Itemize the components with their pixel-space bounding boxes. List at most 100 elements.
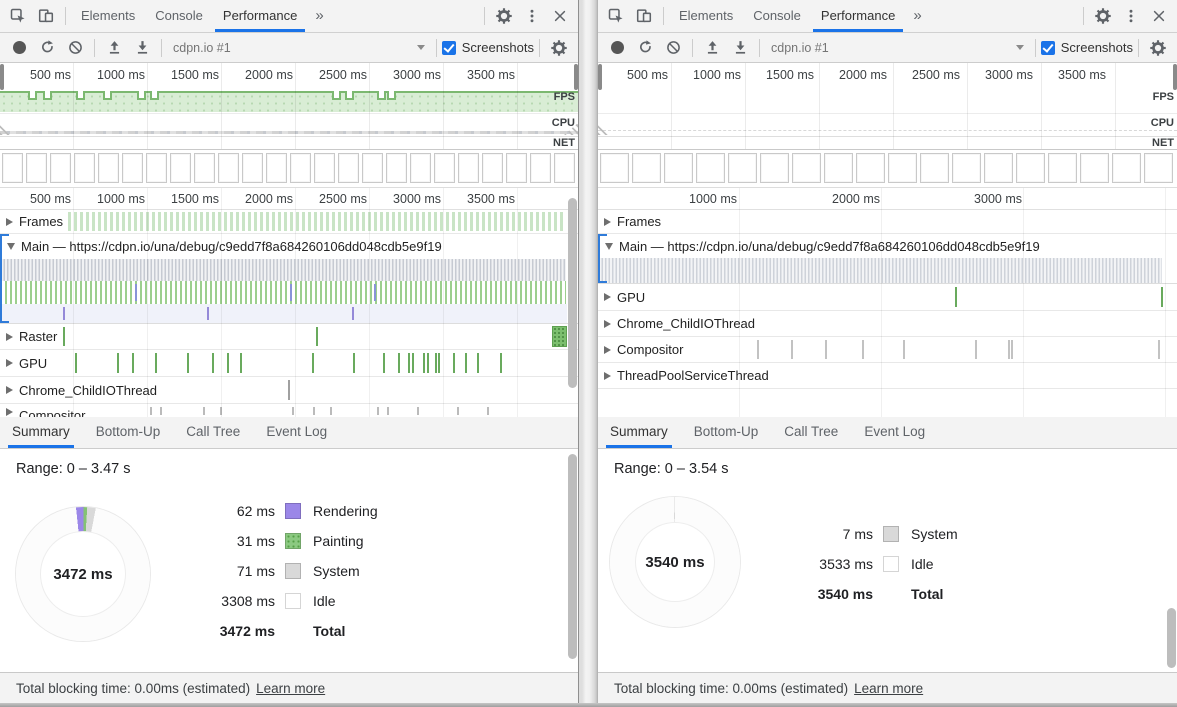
screenshot-frame[interactable]	[98, 153, 119, 183]
close-button[interactable]	[546, 2, 574, 30]
screenshot-frame[interactable]	[1144, 153, 1173, 183]
settings-button[interactable]	[490, 2, 518, 30]
clear-recording-button[interactable]	[659, 34, 687, 62]
screenshot-frame[interactable]	[664, 153, 693, 183]
disclosure-triangle-icon[interactable]	[7, 243, 15, 250]
disclosure-triangle-icon[interactable]	[6, 408, 13, 416]
disclosure-triangle-icon[interactable]	[6, 217, 13, 226]
tab-bottom-up[interactable]: Bottom-Up	[693, 424, 759, 439]
screenshots-checkbox[interactable]	[1040, 40, 1055, 55]
menu-button[interactable]	[1117, 2, 1145, 30]
screenshot-frame[interactable]	[194, 153, 215, 183]
screenshot-frame[interactable]	[728, 153, 757, 183]
screenshot-frame[interactable]	[600, 153, 629, 183]
tab-elements[interactable]: Elements	[679, 8, 734, 23]
track-main[interactable]: Main — https://cdpn.io/una/debug/c9edd7f…	[0, 234, 578, 324]
screenshots-checkbox[interactable]	[441, 40, 456, 55]
track-threadpoolservicethread[interactable]: ThreadPoolServiceThread	[598, 363, 1177, 389]
screenshot-frame[interactable]	[26, 153, 47, 183]
tab-console[interactable]: Console	[753, 8, 801, 23]
reload-and-record-button[interactable]	[631, 34, 659, 62]
toggle-device-toolbar-button[interactable]	[630, 2, 658, 30]
track-raster[interactable]: Raster	[0, 324, 578, 350]
target-select[interactable]: cdpn.io #1	[765, 37, 1030, 59]
flame-chart[interactable]: 1000 ms 2000 ms 3000 ms Frames Main — http…	[598, 188, 1177, 417]
vertical-scrollbar-thumb[interactable]	[1167, 608, 1176, 668]
screenshot-frame[interactable]	[362, 153, 383, 183]
learn-more-link[interactable]: Learn more	[256, 680, 326, 696]
disclosure-triangle-icon[interactable]	[6, 386, 13, 394]
tab-summary[interactable]: Summary	[606, 417, 672, 448]
close-button[interactable]	[1145, 2, 1173, 30]
flame-chart[interactable]: 500 ms 1000 ms 1500 ms 2000 ms 2500 ms 3000 m…	[0, 188, 578, 417]
load-profile-button[interactable]	[100, 34, 128, 62]
track-chrome-childiothread[interactable]: Chrome_ChildIOThread	[0, 377, 578, 404]
track-compositor[interactable]: Compositor	[598, 337, 1177, 363]
track-gpu[interactable]: GPU	[0, 350, 578, 377]
screenshot-frame[interactable]	[760, 153, 789, 183]
track-gpu[interactable]: GPU	[598, 284, 1177, 311]
screenshot-frame[interactable]	[506, 153, 527, 183]
screenshot-frame[interactable]	[1016, 153, 1045, 183]
screenshot-frame[interactable]	[482, 153, 503, 183]
tab-bottom-up[interactable]: Bottom-Up	[95, 424, 161, 439]
vertical-scrollbar-thumb[interactable]	[568, 454, 577, 659]
screenshot-frame[interactable]	[218, 153, 239, 183]
record-button[interactable]	[603, 34, 631, 62]
screenshot-frame[interactable]	[952, 153, 981, 183]
settings-button[interactable]	[1089, 2, 1117, 30]
tab-call-tree[interactable]: Call Tree	[186, 424, 241, 439]
inspect-element-button[interactable]	[4, 2, 32, 30]
disclosure-triangle-icon[interactable]	[604, 319, 611, 328]
timeline-overview[interactable]: 500 ms 1000 ms 1500 ms 2000 ms 2500 ms 3000 m…	[598, 63, 1177, 150]
tab-event-log[interactable]: Event Log	[266, 424, 328, 439]
screenshot-frame[interactable]	[290, 153, 311, 183]
disclosure-triangle-icon[interactable]	[604, 345, 611, 354]
screenshot-frame[interactable]	[242, 153, 263, 183]
tab-console[interactable]: Console	[155, 8, 203, 23]
reload-and-record-button[interactable]	[33, 34, 61, 62]
screenshot-frame[interactable]	[386, 153, 407, 183]
track-chrome-childiothread[interactable]: Chrome_ChildIOThread	[598, 311, 1177, 337]
track-compositor[interactable]: Compositor	[0, 404, 578, 417]
target-select[interactable]: cdpn.io #1	[167, 37, 431, 59]
overview-right-handle[interactable]	[574, 64, 578, 90]
disclosure-triangle-icon[interactable]	[6, 332, 13, 341]
screenshot-frame[interactable]	[170, 153, 191, 183]
screenshot-frame[interactable]	[1048, 153, 1077, 183]
screenshot-frame[interactable]	[530, 153, 551, 183]
tab-elements[interactable]: Elements	[81, 8, 136, 23]
tab-event-log[interactable]: Event Log	[864, 424, 926, 439]
screenshot-frame[interactable]	[146, 153, 167, 183]
save-profile-button[interactable]	[128, 34, 156, 62]
screenshot-frame[interactable]	[458, 153, 479, 183]
record-button[interactable]	[5, 34, 33, 62]
capture-settings-button[interactable]	[1144, 34, 1172, 62]
timeline-overview[interactable]: 500 ms 1000 ms 1500 ms 2000 ms 2500 ms 3000 m…	[0, 63, 578, 150]
screenshot-frame[interactable]	[2, 153, 23, 183]
screenshot-frame[interactable]	[632, 153, 661, 183]
screenshot-frame[interactable]	[314, 153, 335, 183]
disclosure-triangle-icon[interactable]	[604, 217, 611, 226]
overview-left-handle[interactable]	[0, 64, 4, 90]
load-profile-button[interactable]	[698, 34, 726, 62]
capture-settings-button[interactable]	[545, 34, 573, 62]
save-profile-button[interactable]	[726, 34, 754, 62]
screenshot-frame[interactable]	[888, 153, 917, 183]
track-frames[interactable]: Frames	[0, 210, 578, 234]
disclosure-triangle-icon[interactable]	[604, 371, 611, 380]
screenshot-frame[interactable]	[554, 153, 575, 183]
screenshot-frame[interactable]	[50, 153, 71, 183]
more-tabs-button[interactable]: »	[913, 7, 922, 24]
vertical-scrollbar-thumb[interactable]	[568, 198, 577, 388]
screenshot-frame[interactable]	[122, 153, 143, 183]
disclosure-triangle-icon[interactable]	[605, 242, 613, 250]
toggle-device-toolbar-button[interactable]	[32, 2, 60, 30]
disclosure-triangle-icon[interactable]	[604, 293, 611, 301]
tab-call-tree[interactable]: Call Tree	[784, 424, 839, 439]
screenshot-frame[interactable]	[984, 153, 1013, 183]
screenshot-frame[interactable]	[856, 153, 885, 183]
screenshot-frame[interactable]	[1080, 153, 1109, 183]
track-frames[interactable]: Frames	[598, 210, 1177, 234]
screenshot-frame[interactable]	[1112, 153, 1141, 183]
